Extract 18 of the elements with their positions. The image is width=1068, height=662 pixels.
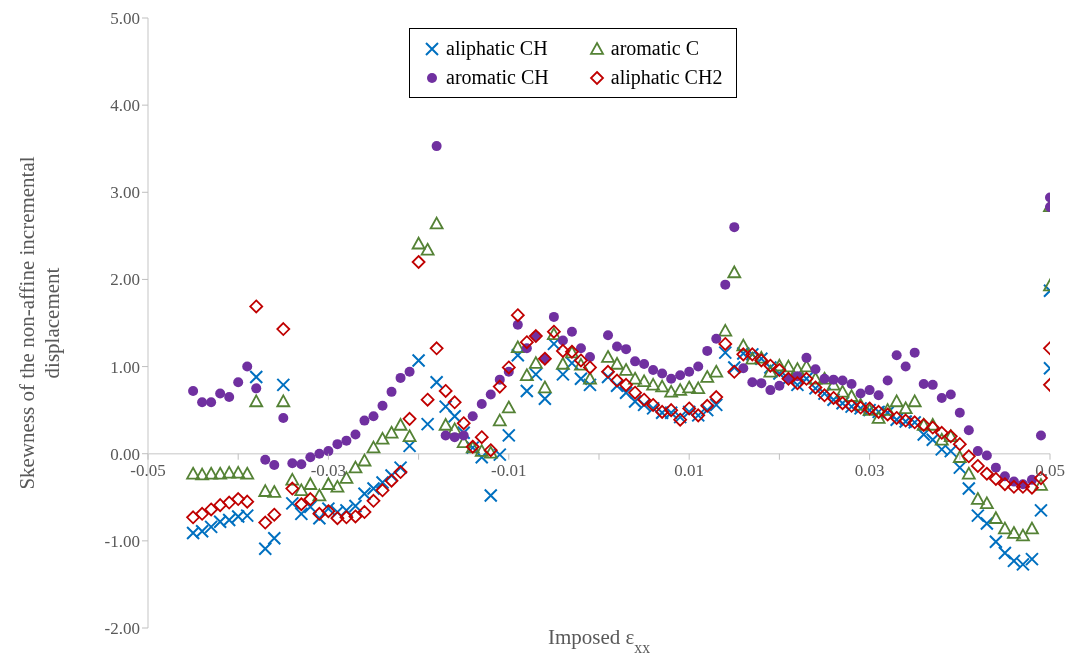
legend-label: aliphatic CH [446, 37, 548, 60]
x-tick-label: 0.05 [1035, 460, 1065, 480]
y-tick-label: 2.00 [110, 270, 140, 290]
legend-label: aliphatic CH2 [610, 66, 723, 89]
y-tick-label: 3.00 [110, 183, 140, 203]
x-tick-label: -0.01 [491, 460, 527, 480]
x-tick-label: 0.01 [674, 460, 705, 480]
legend-label: aromatic C [610, 37, 700, 60]
x-tick-label: 0.03 [854, 460, 885, 480]
x-tick-label: -0.03 [310, 460, 347, 480]
legend-label: aromatic CH [446, 66, 549, 89]
x-axis-title: Imposed ε$_{xx}$ [547, 625, 651, 656]
y-axis-title: Skewness of the non-affine incremental displacement [15, 156, 64, 490]
y-tick-label: 1.00 [110, 357, 140, 377]
y-tick-label: -2.00 [104, 619, 140, 639]
y-tick-label: 4.00 [110, 96, 140, 116]
y-tick-label: -1.00 [104, 531, 140, 551]
y-tick-label: 5.00 [110, 9, 140, 29]
